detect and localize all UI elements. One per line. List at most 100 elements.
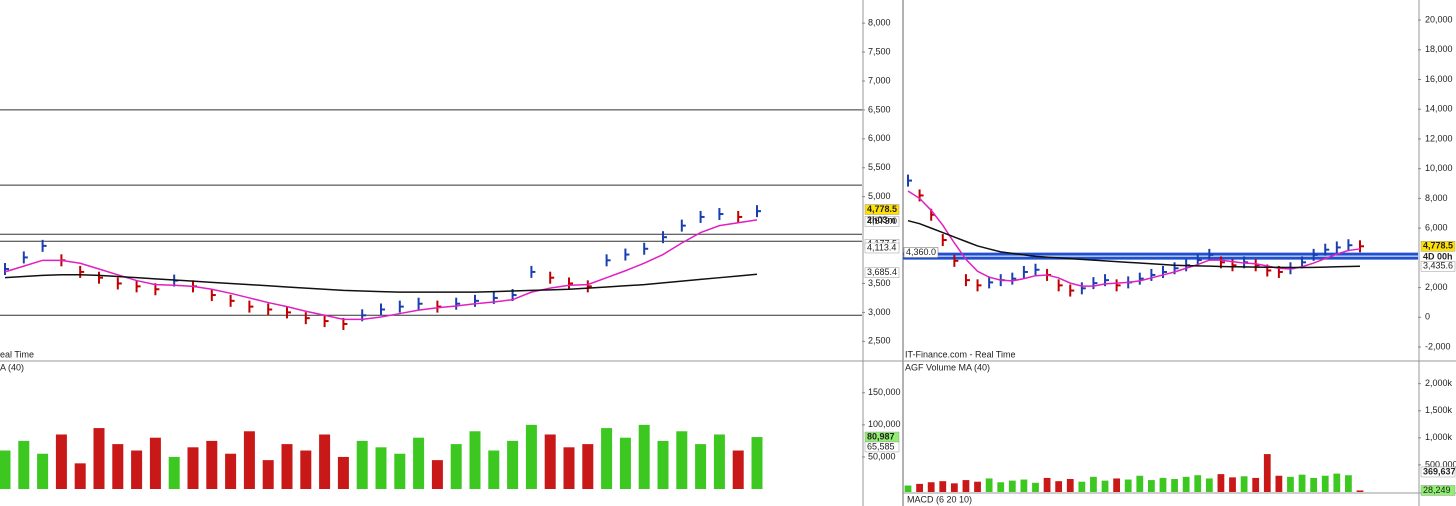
price-label-box bbox=[1420, 241, 1456, 252]
volume-bar bbox=[450, 444, 462, 489]
volume-bar bbox=[916, 483, 923, 492]
y-tick-label: 12,000 bbox=[1425, 133, 1453, 143]
pane-caption: A (40) bbox=[0, 362, 24, 372]
volume-bar bbox=[1356, 490, 1364, 492]
volume-bar bbox=[0, 450, 11, 489]
y-tick-label: 7,000 bbox=[868, 75, 891, 85]
y-tick-label: 14,000 bbox=[1425, 104, 1453, 114]
y-tick-label: 7,500 bbox=[868, 46, 891, 56]
volume-bar bbox=[74, 463, 86, 489]
volume-bar bbox=[281, 444, 293, 489]
volume-bar bbox=[657, 440, 669, 489]
volume-bar bbox=[1159, 477, 1167, 492]
volume-bar bbox=[1240, 476, 1248, 492]
volume-bar bbox=[1066, 479, 1074, 492]
y-tick-label: 20,000 bbox=[1425, 14, 1453, 24]
moving-average bbox=[4, 273, 758, 293]
volume-bar bbox=[1078, 481, 1086, 492]
price-label: 3,685.4 bbox=[867, 267, 897, 277]
volume-bar bbox=[1205, 478, 1213, 492]
y-tick-label: 18,000 bbox=[1425, 44, 1453, 54]
volume-bar bbox=[1275, 475, 1283, 492]
price-label: 4,778.5 bbox=[867, 204, 897, 214]
volume-bar bbox=[131, 450, 143, 489]
volume-bar bbox=[1113, 478, 1121, 492]
volume-bar bbox=[112, 444, 124, 489]
volume-bar bbox=[1090, 476, 1097, 492]
volume-bar bbox=[93, 428, 105, 489]
price-label-box bbox=[864, 267, 900, 278]
volume-bar bbox=[1055, 481, 1063, 492]
y-tick-label: 1,500k bbox=[1425, 405, 1453, 415]
volume-bar bbox=[1194, 475, 1202, 492]
price-label: 4,113.4 bbox=[867, 242, 896, 252]
volume-bar bbox=[1298, 474, 1306, 492]
volume-bar bbox=[695, 444, 707, 489]
price-label: 369,637 bbox=[1423, 466, 1456, 476]
volume-bar bbox=[974, 481, 981, 492]
volume-bar bbox=[1287, 476, 1294, 492]
pane-caption: MACD (6 20 10) bbox=[907, 494, 972, 504]
volume-bar bbox=[985, 478, 993, 492]
volume-bar bbox=[997, 482, 1005, 492]
volume-bar bbox=[1147, 480, 1155, 492]
volume-bar bbox=[1310, 477, 1318, 492]
volume-bar bbox=[55, 434, 67, 489]
moving-average bbox=[907, 190, 1361, 287]
price-label-box bbox=[864, 441, 900, 453]
volume-bar bbox=[1229, 477, 1236, 492]
price-label: 3,435.6 bbox=[1423, 261, 1453, 271]
volume-bar bbox=[1020, 479, 1028, 492]
volume-bar bbox=[601, 428, 613, 489]
volume-bar bbox=[469, 431, 481, 489]
volume-bar bbox=[950, 483, 958, 492]
volume-bar bbox=[1252, 477, 1260, 492]
price-label: 65,585 bbox=[867, 441, 895, 451]
volume-bar bbox=[262, 460, 274, 489]
volume-bar bbox=[544, 434, 556, 489]
volume-bar bbox=[939, 481, 947, 492]
y-tick-label: 50,000 bbox=[868, 451, 896, 461]
volume-bar bbox=[394, 453, 406, 489]
y-tick-label: 100,000 bbox=[868, 419, 901, 429]
price-label-box bbox=[903, 247, 939, 258]
y-tick-label: 2,500 bbox=[868, 336, 891, 346]
y-tick-label: 5,500 bbox=[868, 162, 891, 172]
volume-bar bbox=[300, 450, 312, 489]
volume-bar bbox=[1101, 480, 1109, 492]
pane-caption: AGF Volume MA (40) bbox=[905, 362, 990, 372]
price-label: 4,778.5 bbox=[1423, 241, 1453, 251]
volume-bar bbox=[1217, 474, 1225, 492]
volume-bar bbox=[413, 437, 425, 489]
y-tick-label: 6,000 bbox=[868, 133, 891, 143]
volume-bar bbox=[525, 424, 537, 489]
volume-bar bbox=[206, 440, 218, 489]
volume-bar bbox=[356, 440, 368, 489]
volume-bar bbox=[1182, 476, 1190, 492]
volume-bar bbox=[1124, 479, 1132, 492]
volume-bar bbox=[37, 453, 49, 489]
pane-caption: eal Time bbox=[0, 349, 34, 359]
volume-bar bbox=[1345, 475, 1352, 492]
volume-bar bbox=[168, 456, 180, 489]
pane-caption: IT-Finance.com - Real Time bbox=[905, 349, 1016, 359]
price-label-box bbox=[864, 204, 900, 215]
volume-bar bbox=[713, 434, 725, 489]
volume-bar bbox=[18, 440, 30, 489]
volume-bar bbox=[337, 456, 349, 489]
y-tick-label: 2,000k bbox=[1425, 378, 1453, 388]
volume-bar bbox=[927, 482, 935, 492]
volume-bar bbox=[187, 447, 199, 489]
volume-bar bbox=[431, 460, 443, 489]
y-tick-label: 5,000 bbox=[868, 191, 891, 201]
volume-bar bbox=[488, 450, 500, 489]
volume-bar bbox=[904, 485, 912, 492]
countdown: 4D 00h bbox=[1423, 252, 1453, 262]
price-label: 4,360.0 bbox=[906, 247, 936, 257]
volume-bar bbox=[319, 434, 331, 489]
volume-bar bbox=[751, 437, 763, 489]
y-tick-label: -2,000 bbox=[1425, 341, 1451, 351]
y-tick-label: 10,000 bbox=[1425, 163, 1453, 173]
volume-bar bbox=[225, 453, 237, 489]
